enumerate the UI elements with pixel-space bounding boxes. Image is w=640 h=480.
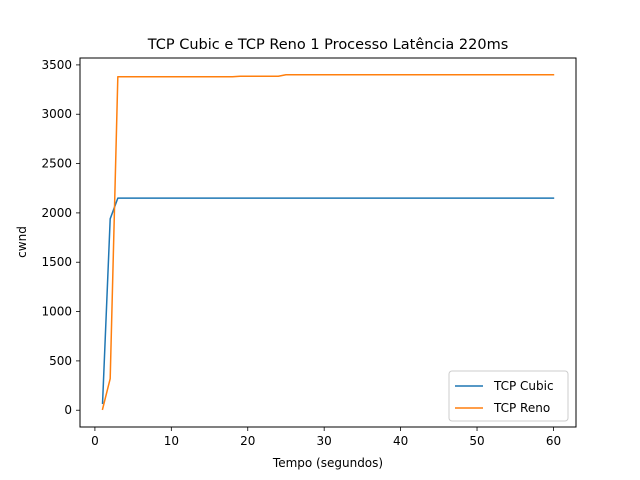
y-axis: 0 500 1000 1500 2000 2500 3000 3500 [41, 58, 80, 417]
x-tick-label-2: 20 [240, 434, 255, 448]
x-axis: 0 10 20 30 40 50 60 [91, 427, 561, 448]
y-tick-label-5: 2500 [41, 157, 72, 171]
plot-lines [101, 74, 555, 411]
y-tick-label-2: 1000 [41, 305, 72, 319]
x-tick-label-6: 60 [546, 434, 561, 448]
y-tick-label-6: 3000 [41, 107, 72, 121]
y-tick-label-1: 500 [49, 354, 72, 368]
x-tick-label-1: 10 [164, 434, 179, 448]
y-tick-label-7: 3500 [41, 58, 72, 72]
chart-title: TCP Cubic e TCP Reno 1 Processo Latência… [147, 37, 509, 53]
x-tick-label-4: 40 [393, 434, 408, 448]
y-tick-label-3: 1500 [41, 255, 72, 269]
legend-label-0: TCP Cubic [493, 379, 554, 393]
legend-label-1: TCP Reno [493, 401, 550, 415]
series-line-1 [101, 74, 555, 411]
x-tick-label-5: 50 [469, 434, 484, 448]
y-axis-label: cwnd [15, 226, 29, 258]
plot-frame [79, 57, 577, 428]
x-axis-label: Tempo (segundos) [272, 456, 383, 470]
x-tick-label-0: 0 [91, 434, 99, 448]
y-tick-label-4: 2000 [41, 206, 72, 220]
legend: TCP Cubic TCP Reno [448, 370, 569, 422]
x-tick-label-3: 30 [317, 434, 332, 448]
y-tick-label-0: 0 [64, 403, 72, 417]
